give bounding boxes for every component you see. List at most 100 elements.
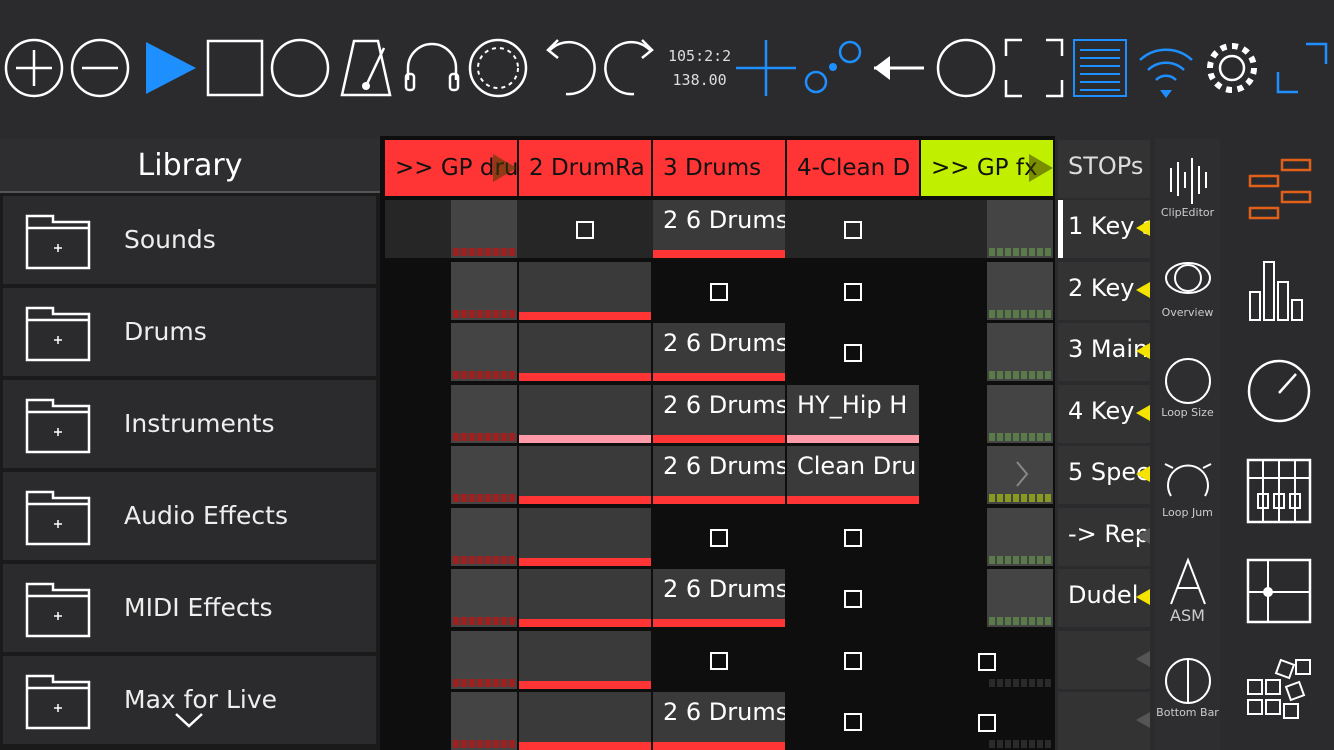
scene-launch-button[interactable]: -> Rep	[1058, 507, 1150, 566]
device-knob-icon[interactable]	[1246, 358, 1312, 424]
metronome-icon[interactable]	[334, 36, 398, 100]
clip-stop-button[interactable]	[787, 200, 919, 258]
track-header[interactable]: 4-Clean D	[787, 140, 919, 196]
tool-bottom-bar[interactable]: Bottom Bar	[1155, 656, 1220, 719]
tempo-readout[interactable]: 138.00	[672, 71, 727, 89]
session-record-icon[interactable]	[466, 36, 530, 100]
clip-stop-button[interactable]	[787, 692, 919, 750]
clip-stop-button[interactable]	[653, 631, 785, 689]
scene-launch-button[interactable]: 4 Key	[1058, 384, 1150, 443]
clip-slot[interactable]: 2 6 Drums	[653, 200, 785, 258]
clip-slot[interactable]: 2 6 Drums	[653, 384, 785, 443]
track-meter[interactable]	[987, 384, 1053, 443]
clip-stop-button[interactable]	[787, 631, 919, 689]
clip-slot[interactable]	[519, 507, 651, 566]
scene-launch-button[interactable]: 1 Key s	[1058, 200, 1150, 258]
track-header[interactable]: >> GP fx	[921, 140, 1053, 196]
clip-slot[interactable]: 2 6 Drums	[653, 569, 785, 627]
clip-stop-button[interactable]	[787, 569, 919, 627]
library-item[interactable]: Max for Live	[3, 656, 376, 744]
track-meter[interactable]	[451, 507, 517, 566]
scene-launch-button[interactable]: Dudel	[1058, 569, 1150, 627]
clip-slot[interactable]	[519, 446, 651, 504]
track-meter[interactable]	[987, 446, 1053, 504]
library-item[interactable]: Drums	[3, 288, 376, 376]
undo-icon[interactable]	[536, 36, 600, 100]
headphones-icon[interactable]	[400, 36, 464, 100]
clip-stop-button[interactable]	[921, 631, 1053, 689]
back-icon[interactable]	[868, 36, 932, 100]
clip-stop-button[interactable]	[787, 262, 919, 320]
track-meter[interactable]	[987, 323, 1053, 381]
clip-slot[interactable]	[519, 630, 651, 689]
clip-stop-button[interactable]	[921, 692, 1053, 750]
tool-loop-jum[interactable]: Loop Jum	[1155, 456, 1220, 519]
group-fold-icon[interactable]	[1029, 154, 1053, 182]
redo-icon[interactable]	[600, 36, 664, 100]
scene-launch-button[interactable]: 5 Spee	[1058, 446, 1150, 504]
track-meter[interactable]	[987, 200, 1053, 258]
clip-stop-button[interactable]	[519, 200, 651, 258]
tool-clipeditor[interactable]: ClipEditor	[1155, 156, 1220, 219]
scene-launch-button[interactable]	[1058, 630, 1150, 689]
clip-slot[interactable]	[519, 692, 651, 750]
clip-stop-button[interactable]	[787, 508, 919, 566]
library-item[interactable]: MIDI Effects	[3, 564, 376, 652]
clip-slot[interactable]: 2 6 Drums	[653, 323, 785, 381]
library-item[interactable]: Instruments	[3, 380, 376, 468]
clip-slot[interactable]	[519, 323, 651, 381]
clip-slot[interactable]: 2 6 Drums	[653, 692, 785, 750]
remove-icon[interactable]	[68, 36, 132, 100]
track-meter[interactable]	[451, 384, 517, 443]
track-meter[interactable]	[451, 569, 517, 627]
xy-pad-icon[interactable]	[1246, 558, 1312, 624]
track-header[interactable]: 2 DrumRa	[519, 140, 651, 196]
clip-stop-button[interactable]	[653, 262, 785, 320]
clip-slot[interactable]: HY_Hip H	[787, 384, 919, 443]
record-icon[interactable]	[268, 36, 332, 100]
clip-slot[interactable]	[519, 569, 651, 627]
clip-stop-button[interactable]	[653, 508, 785, 566]
gear-icon[interactable]	[1200, 36, 1264, 100]
add-icon[interactable]	[2, 36, 66, 100]
clip-slot[interactable]: Clean Dru	[787, 446, 919, 504]
fullscreen-icon[interactable]	[1002, 36, 1066, 100]
track-meter[interactable]	[451, 692, 517, 750]
scene-launch-button[interactable]: 2 Key	[1058, 261, 1150, 320]
play-icon[interactable]	[138, 36, 202, 100]
clip-slot[interactable]	[519, 261, 651, 320]
clip-slot[interactable]: 2 6 Drums	[653, 446, 785, 504]
track-meter[interactable]	[451, 446, 517, 504]
stop-icon[interactable]	[202, 36, 266, 100]
track-meter[interactable]	[451, 323, 517, 381]
drum-pads-icon[interactable]	[1246, 658, 1312, 724]
scene-launch-button[interactable]: 3 Main	[1058, 323, 1150, 381]
track-meter[interactable]	[451, 261, 517, 320]
wifi-icon[interactable]	[1134, 36, 1198, 100]
circle-icon[interactable]	[934, 36, 998, 100]
library-item[interactable]: Sounds	[3, 196, 376, 284]
tool-overview[interactable]: Overview	[1155, 256, 1220, 319]
library-item[interactable]: Audio Effects	[3, 472, 376, 560]
keyboard-icon[interactable]	[1246, 458, 1312, 524]
group-fold-icon[interactable]	[493, 154, 517, 182]
scene-launch-button[interactable]	[1058, 692, 1150, 750]
track-meter[interactable]	[987, 569, 1053, 627]
scroll-down-icon[interactable]	[174, 712, 204, 732]
track-meter[interactable]	[987, 507, 1053, 566]
tool-loop-size[interactable]: Loop Size	[1155, 356, 1220, 419]
session-view-icon[interactable]	[1246, 158, 1312, 224]
track-header[interactable]: 3 Drums	[653, 140, 785, 196]
track-meter[interactable]	[451, 630, 517, 689]
list-icon[interactable]	[1068, 36, 1132, 100]
tool-asm[interactable]: ASM	[1155, 556, 1220, 625]
add-track-icon[interactable]	[734, 36, 798, 100]
track-header[interactable]: >> GP dru	[385, 140, 517, 196]
chevron-right-icon[interactable]	[1015, 460, 1029, 488]
mixer-icon[interactable]	[1246, 258, 1312, 324]
track-meter[interactable]	[451, 200, 517, 258]
clip-slot[interactable]	[519, 384, 651, 443]
follow-icon[interactable]	[800, 36, 864, 100]
stop-all-button[interactable]: STOPs	[1058, 140, 1150, 198]
track-meter[interactable]	[987, 261, 1053, 320]
